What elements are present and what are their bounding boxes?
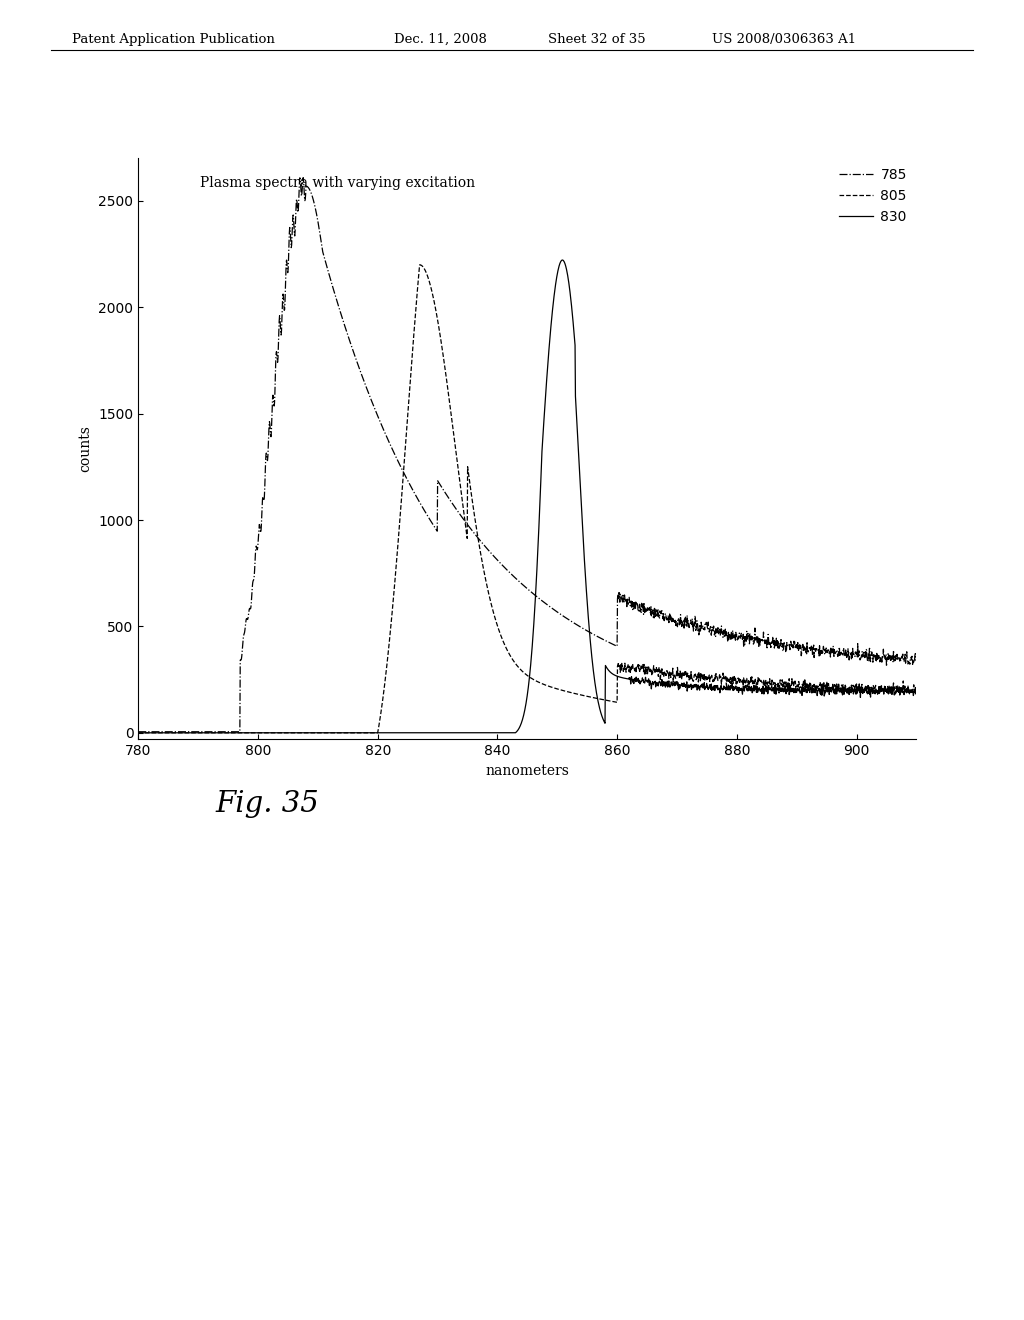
785	[511, 572, 523, 587]
805	[511, 657, 523, 673]
830	[511, 723, 523, 739]
805	[888, 684, 900, 700]
805	[888, 678, 900, 694]
830	[888, 688, 900, 704]
805	[490, 615, 503, 631]
Line: 830: 830	[138, 260, 916, 733]
Legend: 785, 805, 830: 785, 805, 830	[834, 162, 912, 230]
830	[910, 680, 923, 696]
805	[910, 680, 923, 696]
Line: 805: 805	[138, 265, 916, 733]
785	[490, 550, 503, 566]
Text: Fig. 35: Fig. 35	[215, 789, 318, 818]
Y-axis label: counts: counts	[79, 425, 93, 473]
785	[910, 652, 923, 668]
Line: 785: 785	[138, 178, 916, 731]
805	[172, 725, 184, 741]
785	[888, 652, 900, 668]
830	[888, 684, 900, 700]
785	[888, 653, 900, 669]
785	[132, 723, 144, 739]
X-axis label: nanometers: nanometers	[485, 763, 569, 777]
805	[132, 725, 144, 741]
Text: Sheet 32 of 35: Sheet 32 of 35	[548, 33, 645, 46]
785	[745, 634, 758, 649]
830	[172, 725, 184, 741]
Text: Plasma spectra with varying excitation: Plasma spectra with varying excitation	[201, 176, 475, 190]
830	[489, 725, 502, 741]
830	[132, 725, 144, 741]
830	[556, 252, 568, 268]
805	[745, 675, 758, 690]
Text: Patent Application Publication: Patent Application Publication	[72, 33, 274, 46]
Text: US 2008/0306363 A1: US 2008/0306363 A1	[712, 33, 856, 46]
805	[414, 257, 426, 273]
Text: Dec. 11, 2008: Dec. 11, 2008	[394, 33, 487, 46]
785	[297, 170, 309, 186]
830	[745, 678, 758, 694]
785	[172, 723, 184, 739]
